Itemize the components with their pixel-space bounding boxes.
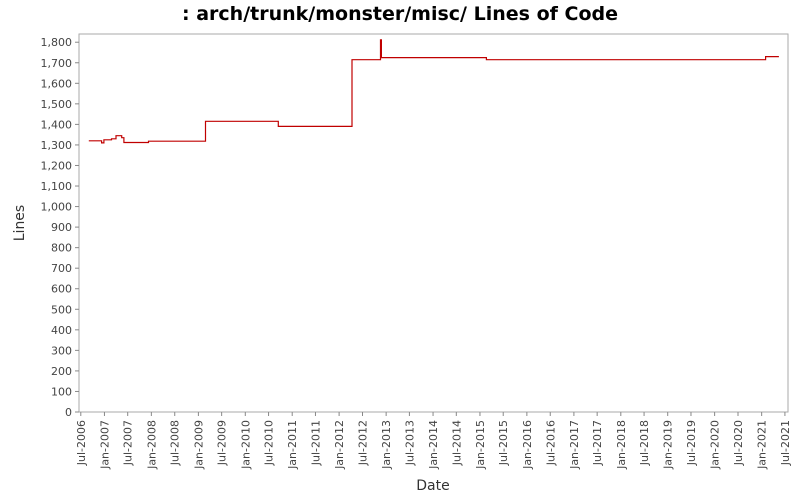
x-tick-label: Jan-2020 [709,420,722,470]
x-tick-label: Jan-2014 [427,420,440,470]
y-tick-label: 200 [51,365,72,378]
x-tick-label: Jul-2013 [403,420,416,466]
x-tick-label: Jan-2015 [474,420,487,470]
y-tick-label: 1,600 [41,77,73,90]
x-tick-label: Jan-2009 [192,420,205,470]
x-axis-title: Date [416,478,449,494]
y-axis: 0 100 200 300 400 500 600 700 800 900 1,000 1,100 1,… [41,36,79,419]
series-layer [88,39,779,144]
x-tick-label: Jan-2008 [145,420,158,470]
x-tick-label: Jan-2016 [521,420,534,470]
y-tick-label: 600 [51,283,72,296]
x-axis: Jul-2006 Jan-2007 Jul-2007 Jan-2008 Jul-2008… [75,412,792,470]
x-tick-label: Jul-2014 [450,420,463,466]
y-tick-label: 100 [51,385,72,398]
x-tick-label: Jul-2012 [356,420,369,466]
plot-area [78,33,789,413]
x-tick-label: Jul-2008 [169,420,182,466]
x-tick-label: Jan-2011 [286,420,299,470]
x-tick-label: Jul-2011 [309,420,322,466]
y-tick-label: 1,100 [41,180,73,193]
x-tick-label: Jan-2010 [239,420,252,470]
y-tick-label: 1,800 [41,36,73,49]
x-tick-label: Jul-2009 [216,420,229,466]
y-tick-label: 1,700 [41,57,73,70]
y-tick-label: 800 [51,242,72,255]
y-tick-label: 1,000 [41,201,73,214]
x-tick-label: Jul-2007 [122,420,135,466]
series-line [88,39,779,144]
x-tick-label: Jul-2006 [75,420,88,466]
x-tick-label: Jul-2017 [591,420,604,466]
x-tick-label: Jul-2019 [685,420,698,466]
chart-title: : arch/trunk/monster/misc/ Lines of Code [182,3,618,25]
x-tick-label: Jul-2018 [638,420,651,466]
x-tick-label: Jul-2020 [732,420,745,466]
x-tick-label: Jan-2012 [333,420,346,470]
x-tick-label: Jan-2019 [662,420,675,470]
x-tick-label: Jan-2021 [756,420,769,470]
y-tick-label: 400 [51,324,72,337]
y-tick-label: 1,500 [41,98,73,111]
x-tick-label: Jul-2010 [263,420,276,466]
y-tick-label: 900 [51,221,72,234]
x-tick-label: Jul-2016 [544,420,557,466]
x-tick-label: Jul-2015 [497,420,510,466]
y-tick-label: 300 [51,344,72,357]
x-tick-label: Jan-2013 [380,420,393,470]
y-tick-label: 1,200 [41,159,73,172]
y-tick-label: 500 [51,303,72,316]
y-tick-label: 1,300 [41,139,73,152]
y-tick-label: 700 [51,262,72,275]
y-tick-label: 1,400 [41,118,73,131]
x-tick-label: Jan-2007 [98,420,111,470]
x-tick-label: Jan-2018 [615,420,628,470]
x-tick-label: Jan-2017 [568,420,581,470]
y-axis-title: Lines [12,205,28,241]
y-tick-label: 0 [65,406,72,419]
x-tick-label: Jul-2021 [779,420,792,466]
